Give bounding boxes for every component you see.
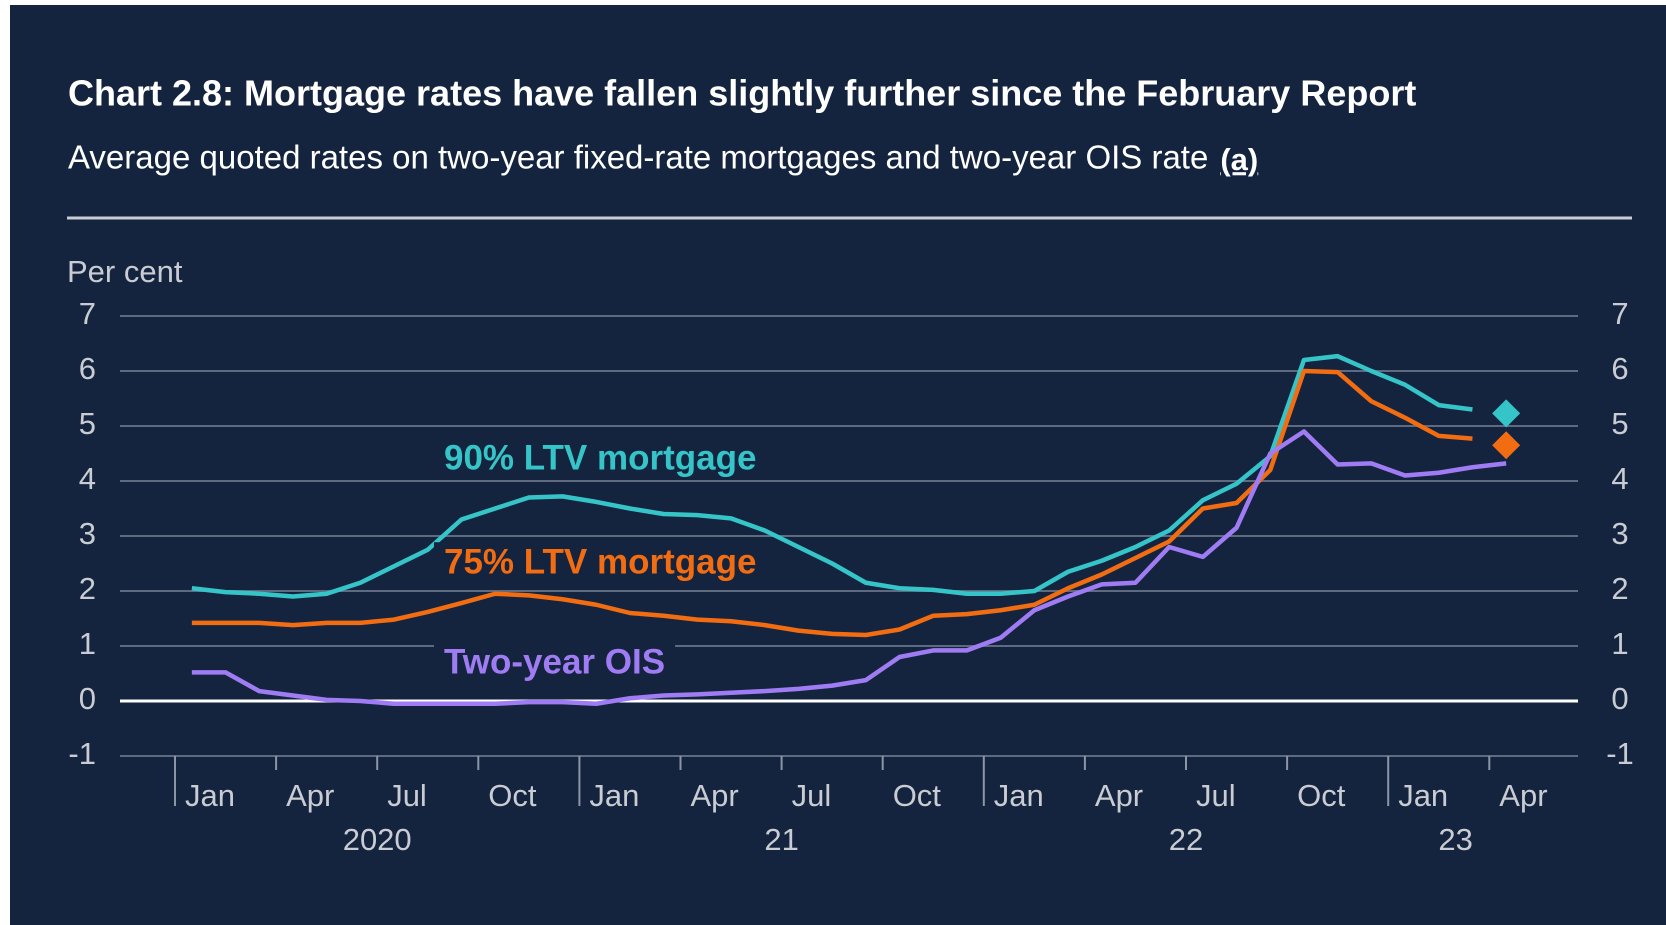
- latest-marker: [1492, 431, 1521, 460]
- x-group-label: 21: [764, 822, 798, 857]
- y2-tick-label: 2: [1611, 571, 1628, 606]
- x-tick-label: Jul: [1196, 778, 1236, 813]
- y2-tick-label: 6: [1611, 351, 1628, 386]
- x-tick-label: Apr: [1499, 778, 1547, 813]
- series-label: 90% LTV mortgage: [444, 438, 756, 477]
- y-tick-label: 0: [79, 681, 96, 716]
- series-line: [191, 353, 1473, 599]
- y-tick-label: 5: [79, 406, 96, 441]
- x-tick-label: Apr: [286, 778, 334, 813]
- y2-tick-label: 3: [1611, 516, 1628, 551]
- chart-subtitle: Average quoted rates on two-year fixed-r…: [68, 139, 1208, 176]
- latest-marker: [1492, 399, 1521, 428]
- x-group-label: 23: [1438, 822, 1472, 857]
- x-group-label: 2020: [343, 822, 412, 857]
- y2-tick-label: 7: [1611, 296, 1628, 331]
- x-tick-label: Jan: [994, 778, 1044, 813]
- series-line: [191, 429, 1507, 706]
- x-tick-label: Oct: [488, 778, 537, 813]
- x-tick-label: Oct: [893, 778, 942, 813]
- y-axis-label: Per cent: [67, 254, 183, 289]
- y2-tick-label: 0: [1611, 681, 1628, 716]
- x-tick-label: Jul: [387, 778, 427, 813]
- chart-title: Chart 2.8: Mortgage rates have fallen sl…: [68, 73, 1416, 114]
- y2-tick-label: 1: [1611, 626, 1628, 661]
- x-tick-label: Jul: [792, 778, 832, 813]
- x-tick-label: Jan: [185, 778, 235, 813]
- x-group-label: 22: [1169, 822, 1203, 857]
- y2-tick-label: -1: [1606, 736, 1634, 771]
- y-tick-label: -1: [68, 736, 96, 771]
- y-tick-label: 7: [79, 296, 96, 331]
- x-tick-label: Apr: [1095, 778, 1143, 813]
- x-tick-label: Oct: [1297, 778, 1346, 813]
- footnote-link[interactable]: (a): [1220, 142, 1258, 177]
- y-tick-label: 4: [79, 461, 96, 496]
- y2-tick-label: 4: [1611, 461, 1628, 496]
- y-tick-label: 2: [79, 571, 96, 606]
- label-background: [434, 642, 676, 682]
- y2-tick-label: 5: [1611, 406, 1628, 441]
- label-background: [434, 542, 767, 582]
- x-tick-label: Jan: [1398, 778, 1448, 813]
- y-tick-label: 6: [79, 351, 96, 386]
- series-label: 75% LTV mortgage: [444, 542, 756, 581]
- label-background: [434, 438, 767, 478]
- y-tick-label: 3: [79, 516, 96, 551]
- background: [10, 5, 1666, 925]
- series-label: Two-year OIS: [444, 642, 665, 681]
- y-tick-label: 1: [79, 626, 96, 661]
- x-tick-label: Apr: [691, 778, 739, 813]
- x-tick-label: Jan: [589, 778, 639, 813]
